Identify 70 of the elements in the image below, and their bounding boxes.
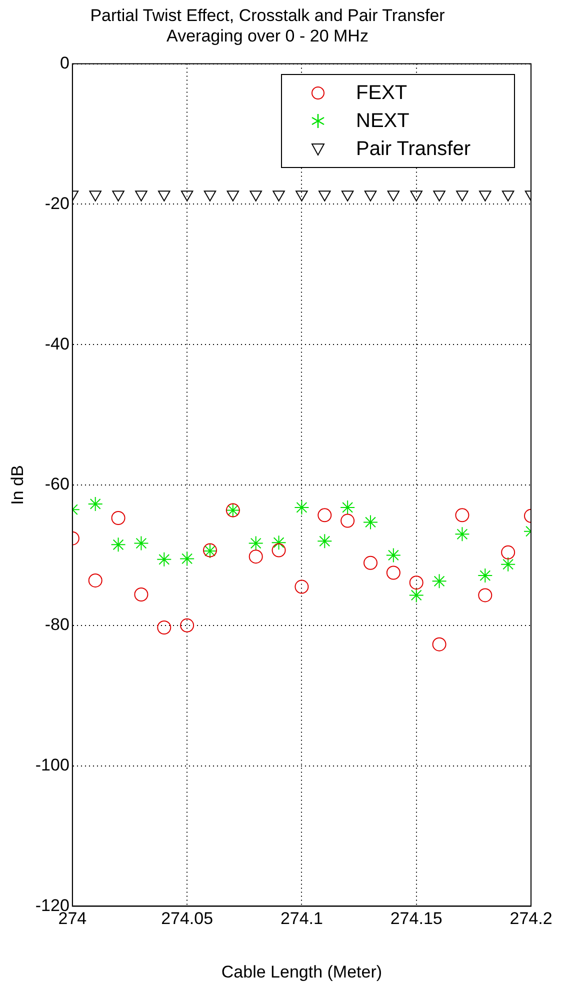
point: [386, 566, 400, 580]
x-tick-label: 274.05: [161, 909, 214, 928]
y-tick-label: -100: [35, 755, 70, 774]
point: [501, 545, 516, 560]
point: [156, 552, 172, 567]
chart-subtitle: Averaging over 0 - 20 MHz: [166, 26, 368, 46]
x-axis-title: Cable Length (Meter): [221, 962, 382, 982]
point: [158, 190, 170, 202]
point: [294, 580, 309, 594]
point: [340, 500, 356, 515]
point: [248, 536, 264, 551]
point: [157, 620, 172, 635]
point: [502, 190, 514, 202]
point: [386, 548, 401, 563]
point: [294, 500, 310, 515]
point: [180, 190, 194, 202]
y-tick-label: -40: [44, 334, 70, 354]
point: [432, 637, 446, 652]
point: [456, 190, 468, 202]
point: [180, 551, 195, 566]
point: [409, 576, 424, 590]
point: [180, 618, 194, 632]
legend-label: FEXT: [356, 82, 408, 104]
point: [110, 537, 126, 552]
point: [135, 190, 148, 202]
point: [363, 514, 378, 530]
point: [432, 574, 447, 589]
point: [433, 190, 446, 202]
point: [296, 190, 308, 202]
point: [340, 514, 355, 528]
point: [88, 496, 103, 512]
point: [455, 508, 470, 522]
x-tick-label: 274.15: [390, 909, 442, 928]
point: [112, 190, 124, 202]
point: [88, 573, 102, 588]
x-tick-label: 274.2: [510, 909, 552, 928]
y-tick-label: -60: [44, 474, 70, 494]
point: [271, 535, 286, 550]
point: [387, 190, 400, 202]
point: [89, 190, 102, 202]
point: [134, 536, 149, 551]
point: [408, 588, 424, 603]
point: [134, 588, 148, 602]
point: [204, 190, 216, 202]
legend-label: NEXT: [356, 110, 410, 132]
point: [111, 510, 126, 525]
x-tick-label: 274.1: [280, 909, 323, 928]
y-tick-label: -80: [44, 615, 70, 634]
legend-label: Pair Transfer: [356, 138, 470, 160]
point: [410, 190, 422, 202]
point: [478, 588, 492, 602]
point: [364, 556, 378, 570]
point: [454, 526, 470, 542]
point: [250, 190, 262, 202]
point: [317, 534, 332, 549]
point: [364, 190, 377, 202]
point: [479, 190, 492, 202]
y-tick-label: -20: [44, 194, 70, 213]
point: [478, 568, 493, 584]
point: [318, 508, 332, 522]
point: [500, 556, 516, 572]
point: [272, 190, 285, 202]
point: [248, 550, 263, 564]
y-tick-label: 0: [60, 53, 70, 72]
point: [226, 190, 240, 202]
point: [272, 543, 286, 558]
point: [318, 190, 331, 202]
point: [341, 190, 354, 202]
y-axis-title: In dB: [8, 465, 27, 505]
chart-title: Partial Twist Effect, Crosstalk and Pair Transfer: [90, 6, 446, 25]
